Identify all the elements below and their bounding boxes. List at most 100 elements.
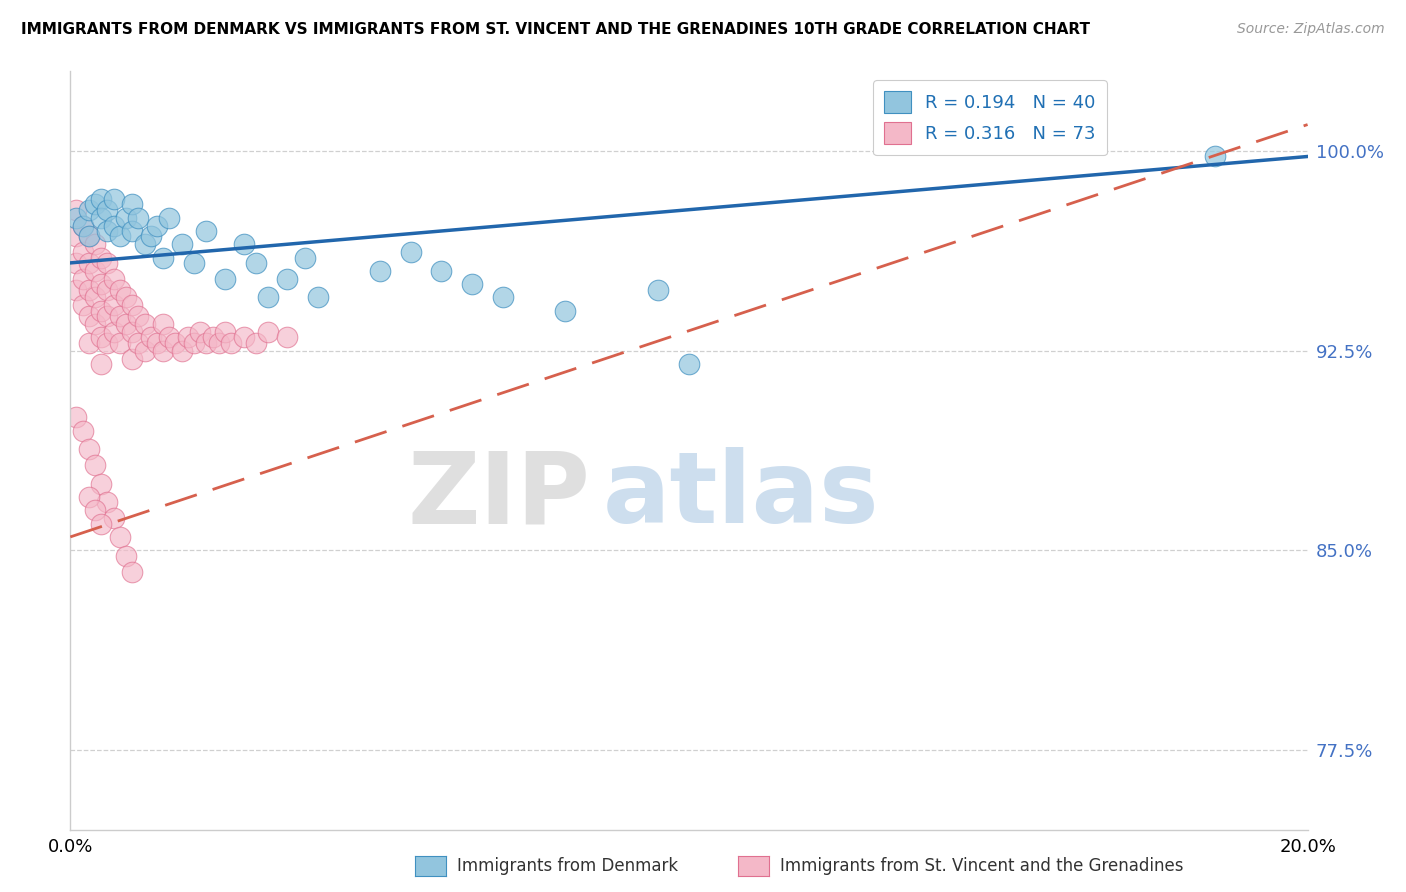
- Point: [72, 272, 94, 286]
- Point: [121, 325, 143, 339]
- Point: [127, 309, 149, 323]
- Point: [139, 229, 162, 244]
- Text: IMMIGRANTS FROM DENMARK VS IMMIGRANTS FROM ST. VINCENT AND THE GRENADINES 10TH G: IMMIGRANTS FROM DENMARK VS IMMIGRANTS FR…: [21, 22, 1090, 37]
- Point: [399, 245, 422, 260]
- Point: [121, 351, 143, 366]
- Point: [77, 442, 100, 457]
- Point: [103, 192, 125, 206]
- Point: [84, 503, 107, 517]
- Point: [90, 476, 112, 491]
- Point: [90, 192, 112, 206]
- Point: [115, 291, 138, 305]
- Point: [208, 335, 231, 350]
- Point: [77, 335, 100, 350]
- Point: [219, 335, 242, 350]
- Point: [77, 490, 100, 504]
- Point: [134, 343, 156, 358]
- Point: [65, 283, 87, 297]
- Point: [647, 283, 669, 297]
- Point: [77, 229, 100, 244]
- Point: [77, 229, 100, 244]
- Point: [257, 291, 280, 305]
- Point: [84, 458, 107, 472]
- Point: [121, 224, 143, 238]
- Point: [134, 317, 156, 331]
- Text: atlas: atlas: [602, 448, 879, 544]
- Point: [183, 256, 205, 270]
- Point: [307, 291, 329, 305]
- Point: [461, 277, 484, 292]
- Point: [103, 272, 125, 286]
- Point: [165, 335, 187, 350]
- Point: [96, 335, 118, 350]
- Point: [103, 325, 125, 339]
- Point: [84, 317, 107, 331]
- Text: Source: ZipAtlas.com: Source: ZipAtlas.com: [1237, 22, 1385, 37]
- Point: [90, 251, 112, 265]
- Point: [65, 410, 87, 425]
- Point: [127, 335, 149, 350]
- Point: [276, 330, 298, 344]
- Point: [368, 264, 391, 278]
- Point: [108, 530, 131, 544]
- Point: [195, 335, 218, 350]
- Point: [177, 330, 200, 344]
- Point: [152, 251, 174, 265]
- Point: [65, 211, 87, 225]
- Point: [65, 256, 87, 270]
- Point: [152, 317, 174, 331]
- Point: [77, 202, 100, 217]
- Point: [90, 516, 112, 531]
- Point: [84, 291, 107, 305]
- Point: [257, 325, 280, 339]
- Point: [108, 229, 131, 244]
- Point: [77, 256, 100, 270]
- Point: [170, 343, 193, 358]
- Point: [1204, 149, 1226, 163]
- Point: [678, 357, 700, 371]
- Point: [201, 330, 224, 344]
- Point: [103, 219, 125, 233]
- Point: [115, 211, 138, 225]
- Point: [72, 219, 94, 233]
- Text: Immigrants from St. Vincent and the Grenadines: Immigrants from St. Vincent and the Gren…: [780, 857, 1184, 875]
- Point: [84, 237, 107, 252]
- Point: [90, 277, 112, 292]
- Legend: R = 0.194   N = 40, R = 0.316   N = 73: R = 0.194 N = 40, R = 0.316 N = 73: [873, 80, 1107, 155]
- Text: ZIP: ZIP: [408, 448, 591, 544]
- Point: [146, 219, 169, 233]
- Point: [188, 325, 211, 339]
- Point: [170, 237, 193, 252]
- Point: [84, 197, 107, 211]
- Point: [72, 219, 94, 233]
- Point: [115, 549, 138, 563]
- Point: [492, 291, 515, 305]
- Point: [276, 272, 298, 286]
- Point: [108, 309, 131, 323]
- Point: [554, 303, 576, 318]
- Point: [152, 343, 174, 358]
- Point: [195, 224, 218, 238]
- Point: [121, 565, 143, 579]
- Point: [65, 202, 87, 217]
- Point: [103, 511, 125, 525]
- Point: [96, 495, 118, 509]
- Point: [96, 256, 118, 270]
- Point: [90, 330, 112, 344]
- Point: [183, 335, 205, 350]
- Point: [96, 283, 118, 297]
- Point: [108, 335, 131, 350]
- Point: [157, 211, 180, 225]
- Point: [214, 325, 236, 339]
- Point: [127, 211, 149, 225]
- Point: [157, 330, 180, 344]
- Point: [96, 224, 118, 238]
- Point: [121, 197, 143, 211]
- Point: [115, 317, 138, 331]
- Point: [77, 283, 100, 297]
- Point: [430, 264, 453, 278]
- Point: [90, 211, 112, 225]
- Point: [96, 202, 118, 217]
- Point: [103, 298, 125, 312]
- Point: [84, 264, 107, 278]
